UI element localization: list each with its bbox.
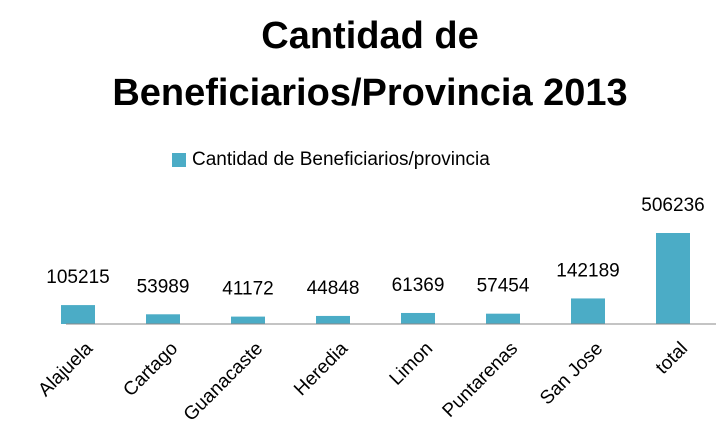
x-tick-label: Limon bbox=[386, 338, 437, 389]
x-tick-label: Cartago bbox=[119, 338, 182, 401]
data-label: 53989 bbox=[137, 276, 190, 297]
data-label: 105215 bbox=[46, 267, 109, 288]
data-label: 57454 bbox=[477, 276, 530, 297]
legend-swatch bbox=[172, 153, 186, 167]
bar bbox=[61, 305, 95, 324]
x-tick-label: Alajuela bbox=[34, 338, 97, 401]
data-label: 142189 bbox=[556, 260, 619, 281]
data-label: 61369 bbox=[392, 275, 445, 296]
bar bbox=[316, 315, 350, 324]
legend-label: Cantidad de Beneficiarios/provincia bbox=[192, 149, 490, 170]
bar bbox=[231, 316, 265, 324]
x-tick-label: Heredia bbox=[290, 338, 352, 400]
bar bbox=[571, 298, 605, 324]
bar bbox=[656, 233, 690, 324]
x-tick-label: Guanacaste bbox=[180, 338, 267, 425]
x-tick-label: San Jose bbox=[536, 338, 607, 409]
data-label: 41172 bbox=[222, 279, 273, 300]
data-label: 506236 bbox=[641, 195, 704, 216]
bar bbox=[486, 313, 520, 324]
bar bbox=[146, 314, 180, 324]
x-tick-label: Puntarenas bbox=[439, 338, 523, 422]
data-label: 44848 bbox=[307, 278, 360, 299]
bar bbox=[401, 312, 435, 324]
x-tick-label: total bbox=[652, 338, 692, 378]
chart-title: Cantidad de Beneficiarios/Provincia 2013 bbox=[112, 15, 628, 114]
